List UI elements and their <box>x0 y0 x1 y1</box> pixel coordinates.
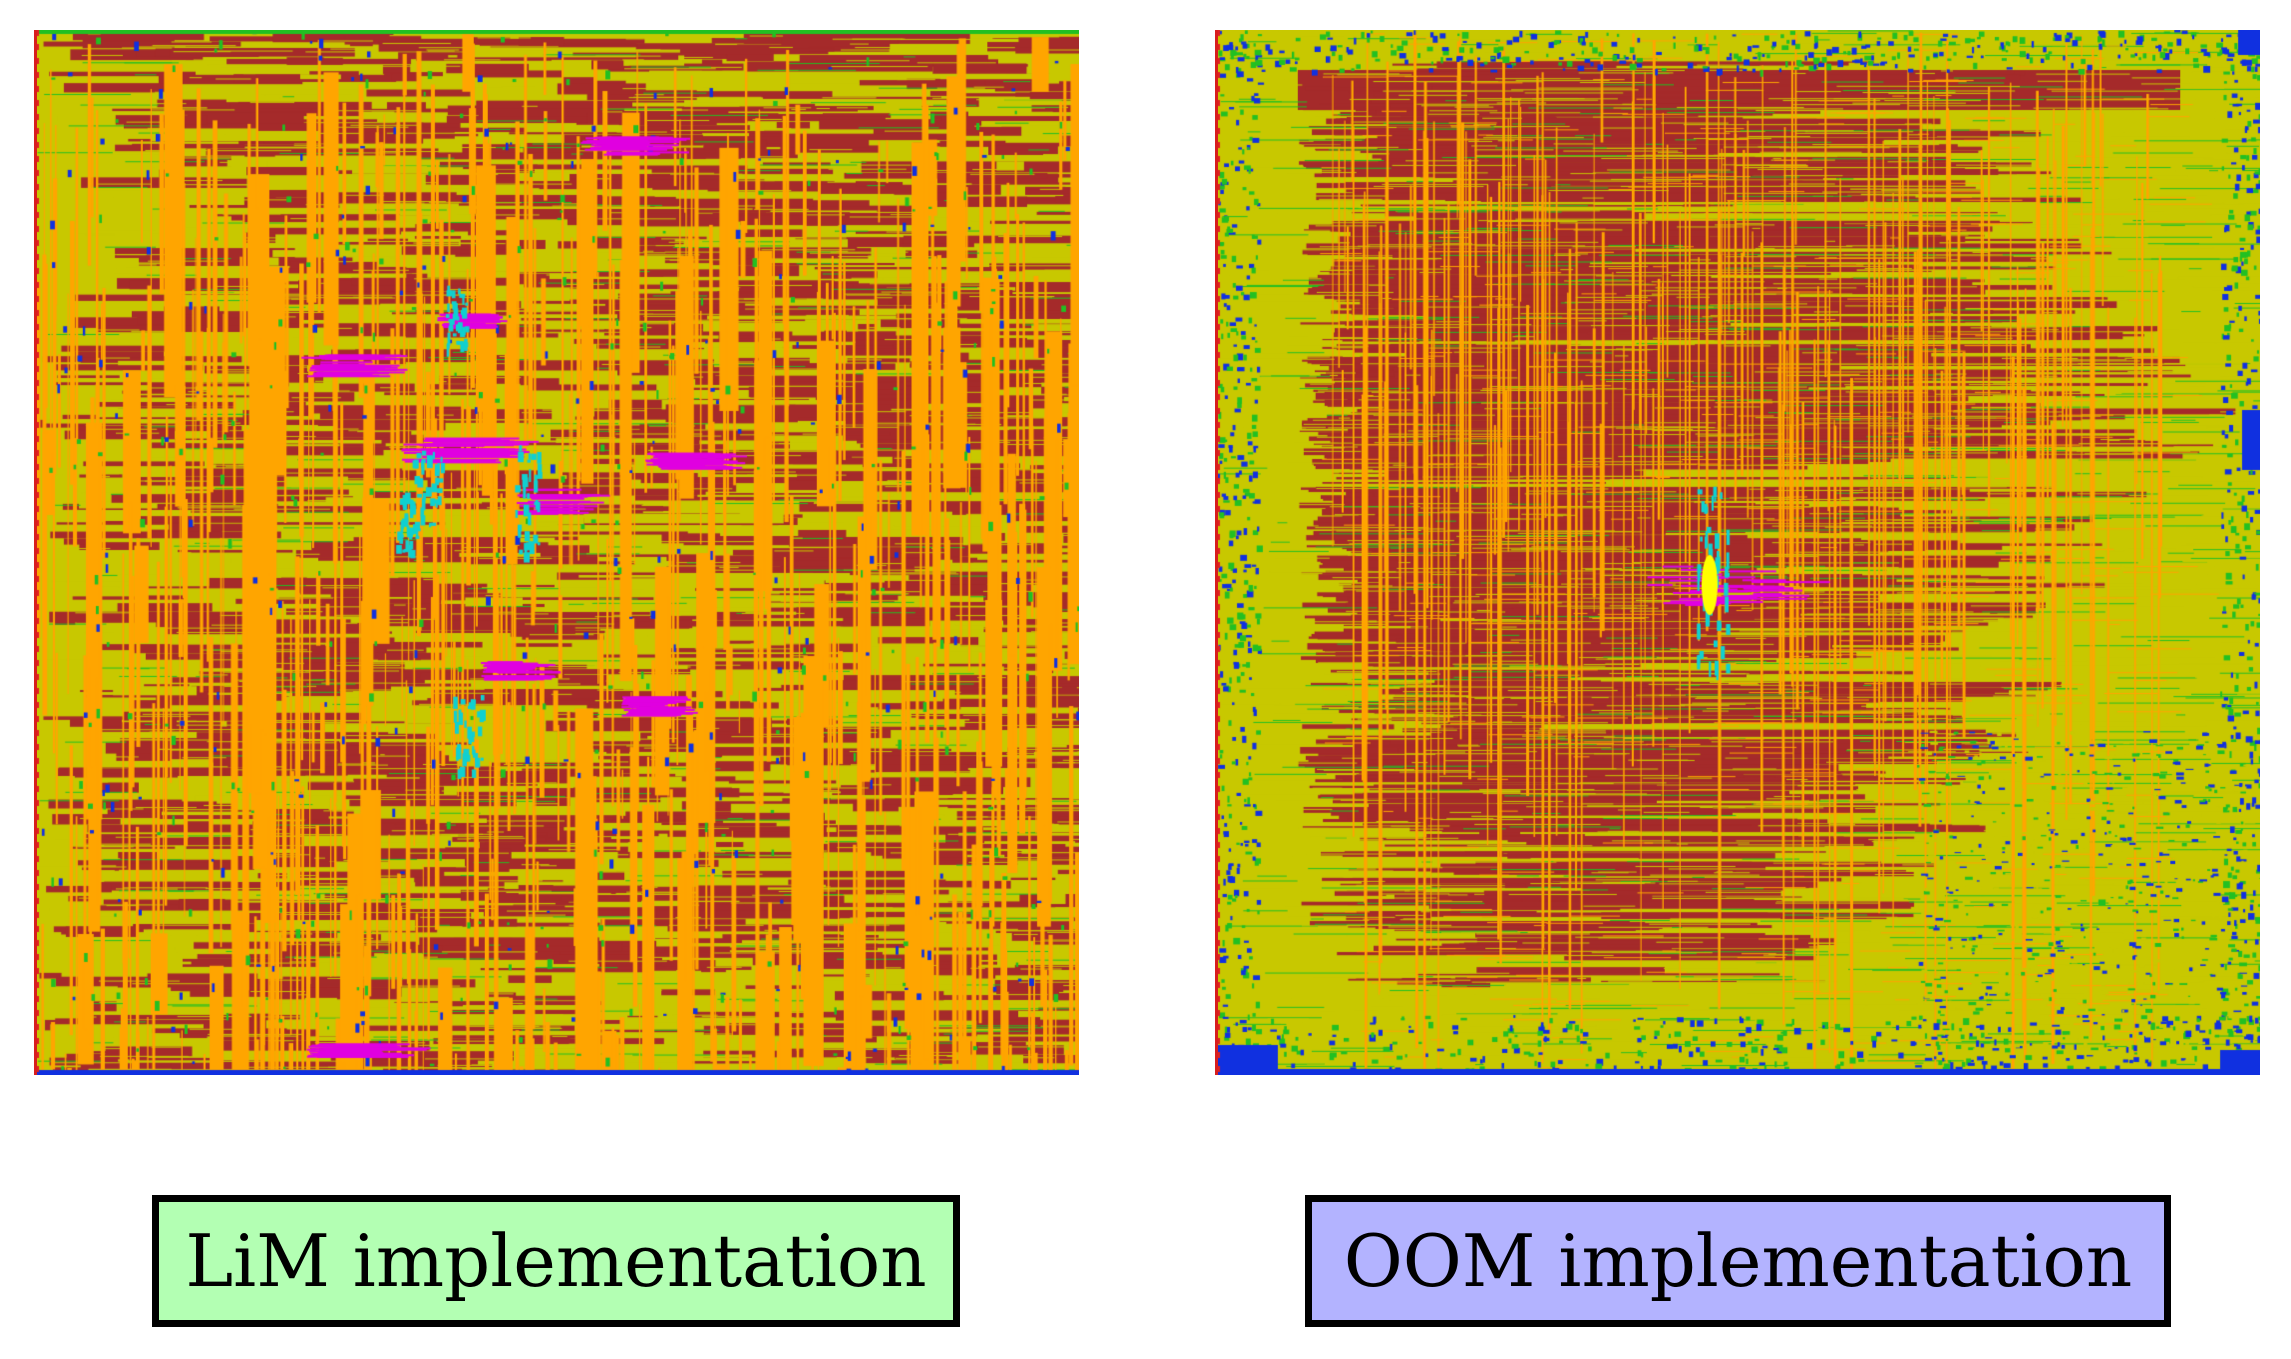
lim-layout-canvas <box>37 30 1079 1075</box>
lim-implementation-label: LiM implementation <box>152 1195 960 1327</box>
oom-label-text: OOM implementation <box>1343 1219 2133 1303</box>
lim-layout-image <box>34 30 1079 1075</box>
oom-layout-canvas <box>1218 30 2260 1075</box>
oom-layout-image <box>1215 30 2260 1075</box>
lim-label-text: LiM implementation <box>185 1219 927 1303</box>
oom-implementation-label: OOM implementation <box>1305 1195 2171 1327</box>
